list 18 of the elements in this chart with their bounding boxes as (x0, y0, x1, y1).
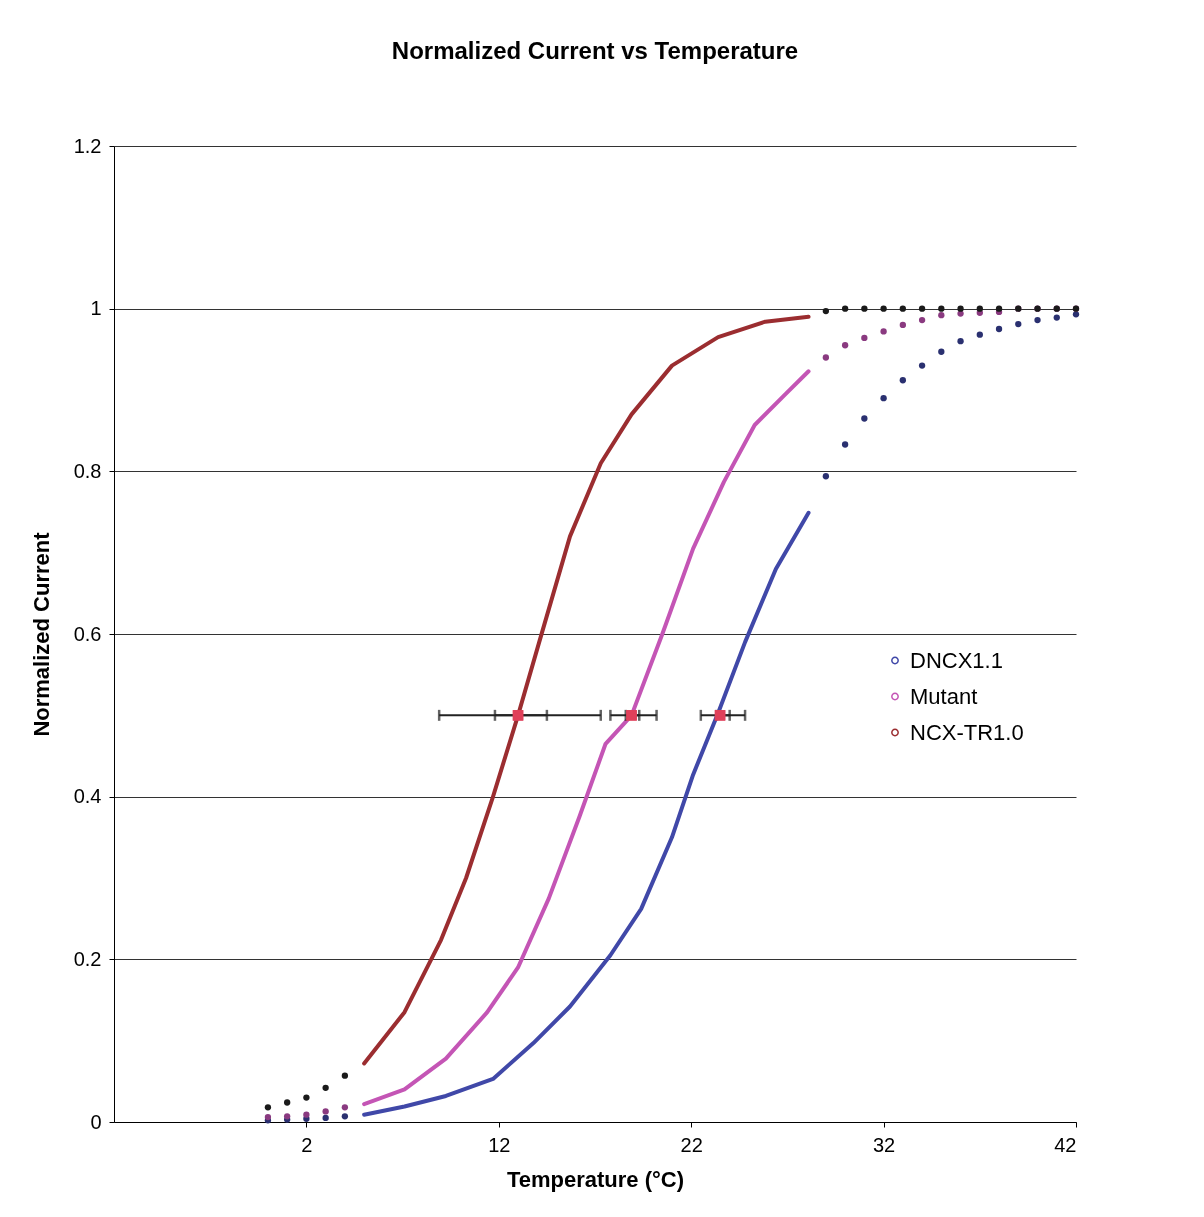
y-axis-title: Normalized Current (28, 531, 54, 737)
legend-label: NCX-TR1.0 (910, 719, 1024, 745)
legend-label: DNCX1.1 (910, 647, 1003, 673)
y-tick-label: 0.4 (73, 785, 102, 808)
x-axis-title: Temperature (°C) (506, 1166, 685, 1192)
y-tick-label: 0.6 (73, 622, 102, 645)
x-tick-label: 12 (488, 1133, 511, 1156)
x-tick-label: 32 (872, 1133, 896, 1156)
y-tick-label: 0.2 (73, 947, 102, 970)
legend-label: Mutant (910, 683, 978, 709)
y-tick-label: 0.8 (73, 459, 102, 482)
x-tick-label: 2 (301, 1133, 313, 1156)
x-tick-label: 22 (680, 1133, 703, 1156)
chart-title: Normalized Current vs Temperature (391, 37, 799, 64)
y-tick-label: 1 (90, 297, 102, 320)
y-tick-label: 1.2 (73, 134, 102, 157)
x-tick-label: 42 (1054, 1133, 1077, 1156)
y-tick-label: 0 (90, 1110, 102, 1133)
